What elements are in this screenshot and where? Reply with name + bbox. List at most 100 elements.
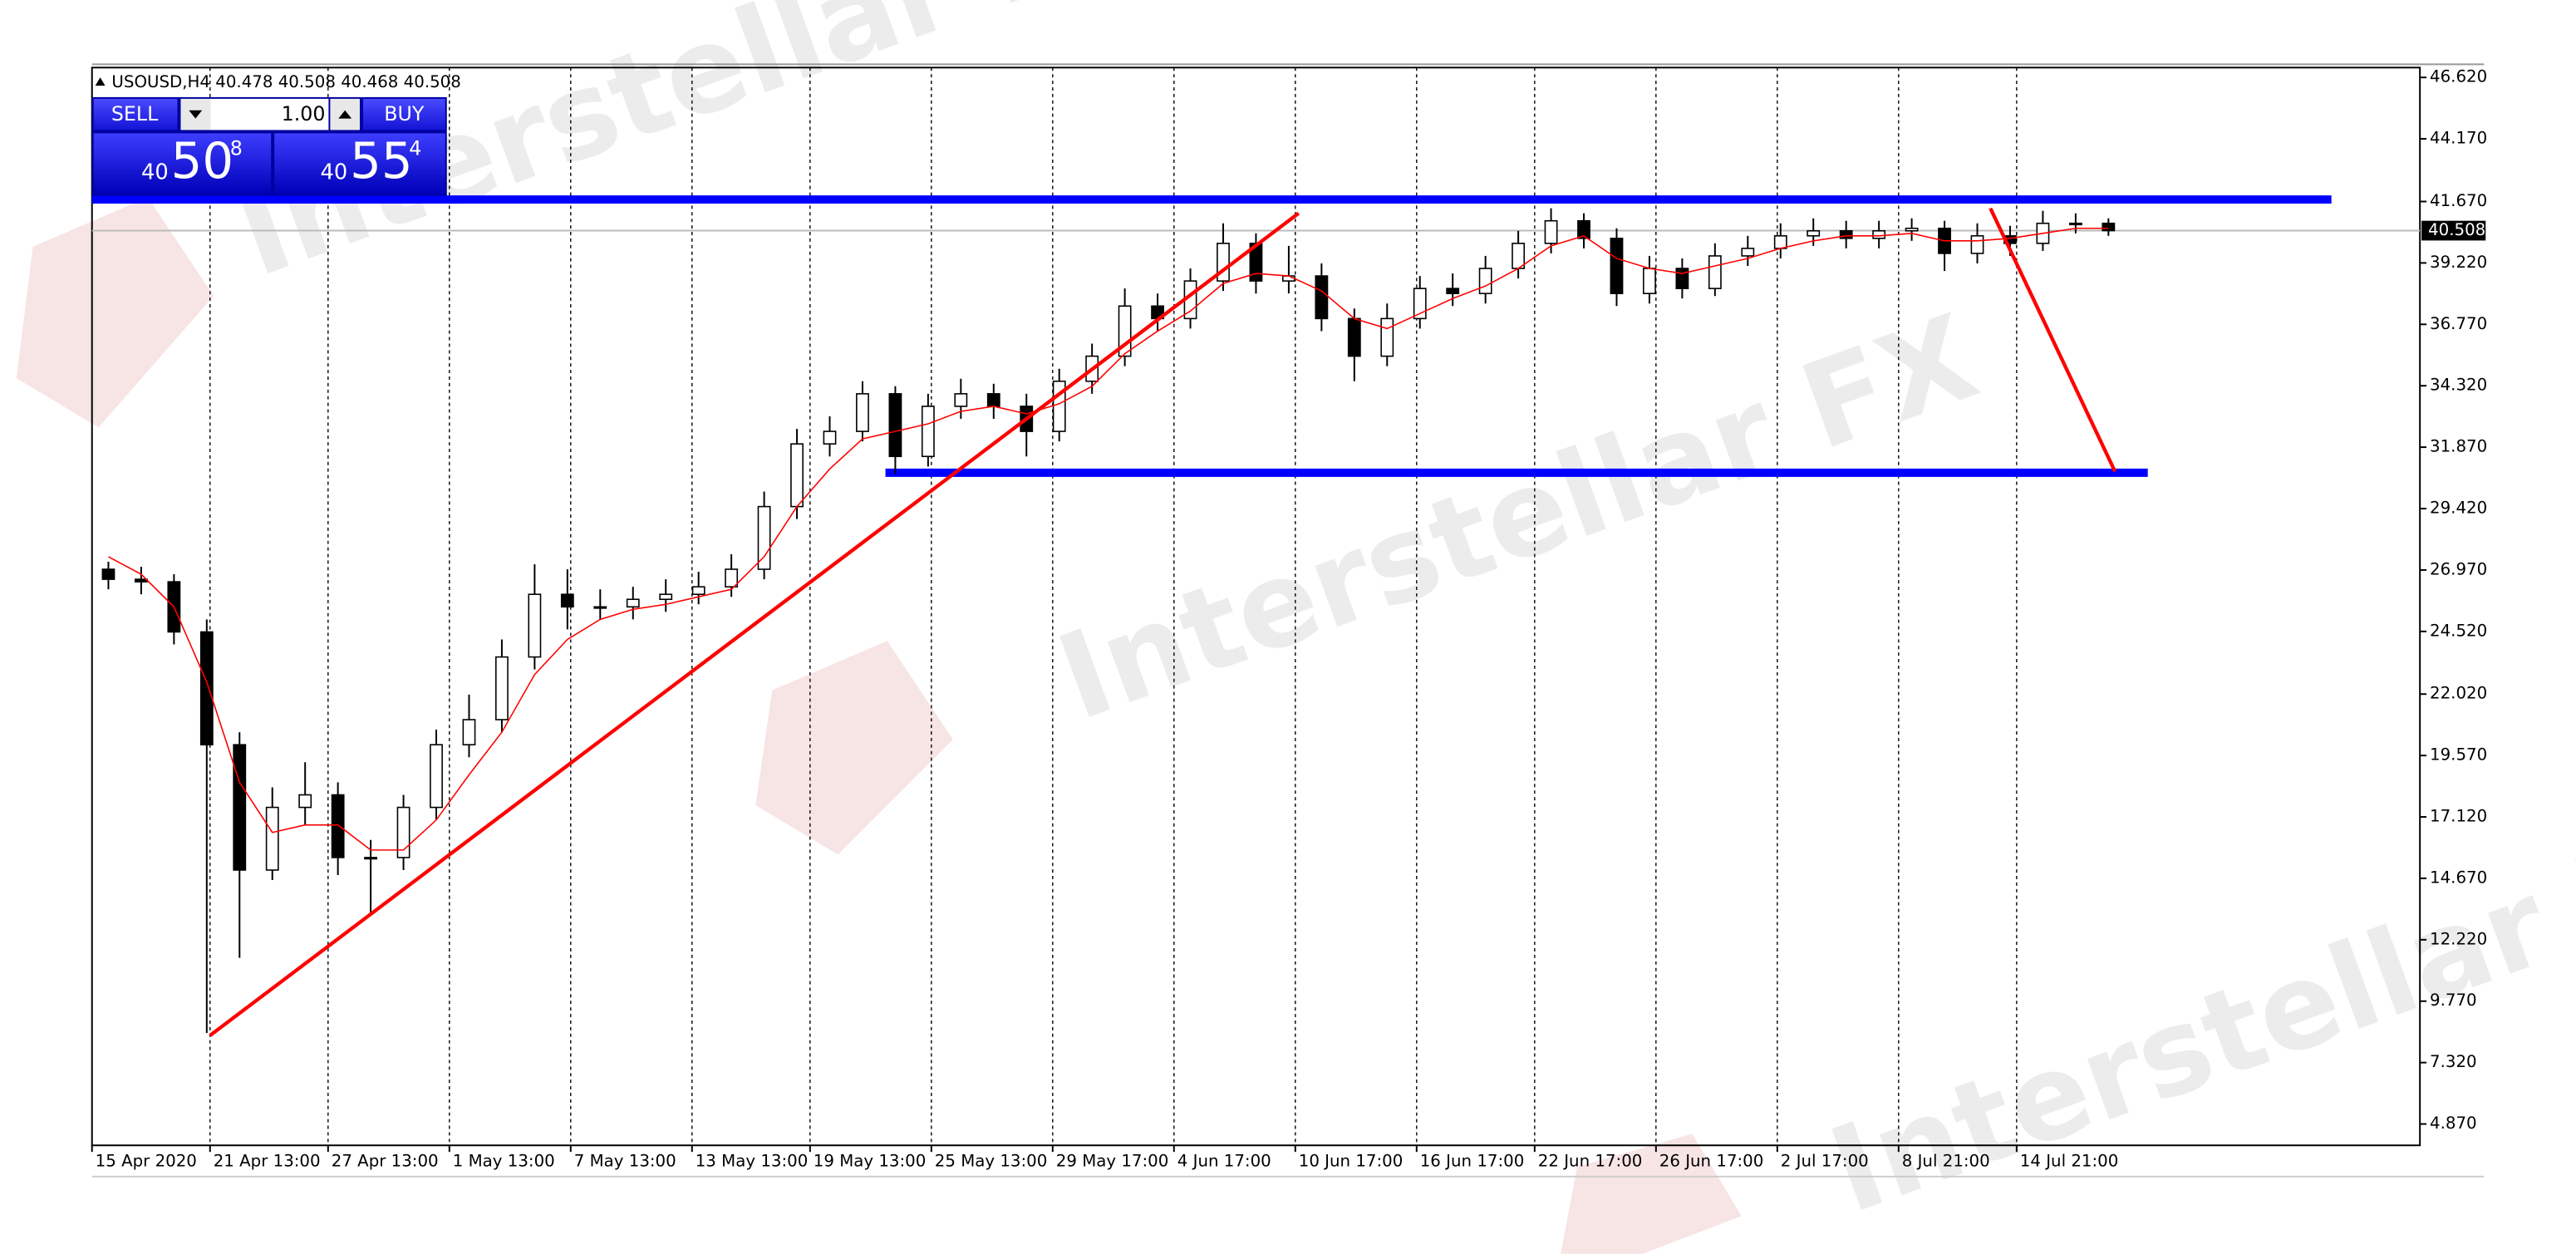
moving-average [108,227,2109,851]
candle-body [1478,268,1492,294]
y-tick-label: 31.870 [2430,437,2487,456]
candle-body [1741,248,1755,257]
candle-body [265,806,279,871]
candle-body [1413,288,1427,320]
x-tick-label: 26 Jun 17:00 [1659,1152,1764,1171]
candle-body [1380,317,1394,357]
candle-body [725,568,739,588]
candle-body [1347,317,1361,357]
sell-price-pips: 50 [171,132,234,189]
sell-button[interactable] [93,98,178,130]
candle-body [1773,235,1787,249]
y-tick-label: 36.770 [2430,314,2487,333]
collapse-icon [95,77,106,86]
watermark-logo [16,197,214,428]
y-tick-label: 41.670 [2430,191,2487,210]
x-tick-label: 15 Apr 2020 [96,1152,197,1171]
buy-button[interactable] [362,98,445,130]
x-tick-label: 1 May 13:00 [453,1152,555,1171]
x-tick-label: 10 Jun 17:00 [1299,1152,1404,1171]
buy-price-box[interactable] [274,133,445,194]
x-tick-label: 14 Jul 21:00 [2020,1152,2119,1171]
candle-body [495,656,509,720]
sell-price-box[interactable] [93,133,272,194]
candle-body [1446,288,1460,294]
candle-body [1544,219,1558,244]
x-tick-label: 25 May 13:00 [935,1152,1048,1171]
candle-body [856,393,869,432]
candle-body [888,393,902,458]
y-tick-label: 24.520 [2430,621,2487,640]
x-tick-label: 29 May 17:00 [1056,1152,1169,1171]
candle-body [1577,219,1590,239]
trend-line [209,211,1300,1037]
y-tick-label: 26.970 [2430,559,2487,578]
y-tick-label: 12.220 [2430,929,2487,948]
x-tick-label: 2 Jul 17:00 [1781,1152,1869,1171]
y-tick-label: 39.220 [2430,253,2487,272]
header-open: 40.478 [215,72,273,91]
candle-body [199,631,214,745]
y-tick-label: 29.420 [2430,499,2487,518]
candle-body [1708,255,1722,289]
plot [91,67,2421,1146]
watermark: Interstellar FX [1813,781,2576,1240]
candle-body [134,578,148,583]
candle-body [757,505,771,570]
candle-body [823,430,837,445]
y-tick-label: 34.320 [2430,376,2487,395]
candle-body [659,593,673,600]
x-tick-label: 21 Apr 13:00 [214,1152,321,1171]
header: USOUSD,H4 40.478 40.508 40.468 40.508 [95,72,461,91]
candle-body [691,586,705,595]
y-tick-label: 22.020 [2430,684,2487,703]
candle-body [528,593,542,658]
x-tick-label: 16 Jun 17:00 [1420,1152,1525,1171]
lot-down-icon [189,110,203,119]
candle-body [364,857,378,860]
x-tick-label: 22 Jun 17:00 [1538,1152,1643,1171]
x-tick-label: 7 May 13:00 [574,1152,676,1171]
trade-panel: SELL 1.00 BUY 40 50 8 40 55 4 [91,96,447,196]
symbol: USOUSD,H4 [111,72,210,91]
watermark: Interstellar FX [1041,288,1993,747]
symbol-header: USOUSD,H4 40.478 40.508 40.468 40.508 [111,72,460,91]
sell-label[interactable]: SELL [111,102,159,125]
candle-body [986,393,1000,407]
candle-body [1610,238,1624,294]
candle-body [430,744,443,809]
candle-body [1807,229,1821,237]
x-tick-label: 27 Apr 13:00 [332,1152,439,1171]
buy-price-point: 4 [409,137,421,160]
candle-body [298,794,312,809]
y-tick-label: 44.170 [2430,129,2487,148]
watermark-logo [1561,1134,1742,1254]
buy-price-pips: 55 [350,132,412,189]
y-tick-label: 19.570 [2430,745,2487,765]
candle-body [921,406,935,458]
candle-body [1872,229,1886,239]
lot-input[interactable] [210,98,329,130]
candle-body [790,443,804,508]
candle-body [954,393,968,407]
x-tick-label: 4 Jun 17:00 [1177,1152,1271,1171]
candle-body [233,744,247,871]
header-high: 40.508 [278,72,336,91]
buy-label[interactable]: BUY [384,102,425,125]
x-tick-label: 13 May 13:00 [696,1152,809,1171]
candle-body [593,606,607,609]
candle-body [1905,227,1919,232]
candle-body [1970,235,1984,254]
candle-body [1512,243,1526,269]
watermark-logo [755,641,953,855]
candle-body [2068,222,2082,226]
header-low: 40.468 [341,72,398,91]
lot-up-icon [338,110,352,119]
candle-body [331,794,345,858]
candle-body [1315,275,1329,320]
lot-value[interactable]: 1.00 [282,102,326,125]
bid-label: 40.508 [2428,220,2485,239]
candle-body [101,568,116,580]
x-tick-label: 8 Jul 21:00 [1902,1152,1990,1171]
